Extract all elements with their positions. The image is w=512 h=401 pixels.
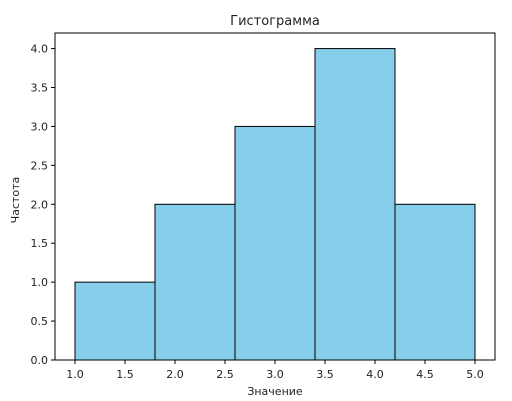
y-tick-label: 3.0 xyxy=(31,120,49,133)
x-axis: 1.0 1.5 2.0 2.5 3.0 3.5 4.0 4.5 5.0 xyxy=(66,360,484,381)
y-tick-label: 0.5 xyxy=(31,315,49,328)
histogram-bar-1 xyxy=(74,281,156,361)
histogram-bar-5 xyxy=(394,203,476,361)
x-tick-label: 4.5 xyxy=(416,368,434,381)
y-tick-label: 0.0 xyxy=(31,354,49,367)
histogram-bar-2 xyxy=(154,203,236,361)
x-tick-label: 5.0 xyxy=(466,368,484,381)
x-axis-label: Значение xyxy=(247,385,303,398)
x-tick-label: 3.5 xyxy=(316,368,334,381)
chart-title: Гистограмма xyxy=(230,14,320,29)
y-tick-label: 2.5 xyxy=(31,159,49,172)
histogram-bar-3 xyxy=(234,125,316,361)
y-tick-label: 1.5 xyxy=(31,237,49,250)
x-tick-label: 1.0 xyxy=(66,368,84,381)
x-tick-label: 3.0 xyxy=(266,368,284,381)
y-axis-label: Частота xyxy=(9,177,22,224)
y-tick-label: 4.0 xyxy=(31,43,49,56)
y-axis: 0.0 0.5 1.0 1.5 2.0 2.5 3.0 3.5 4.0 xyxy=(31,43,55,367)
y-tick-label: 1.0 xyxy=(31,276,49,289)
x-tick-label: 1.5 xyxy=(116,368,134,381)
histogram-bar-4 xyxy=(314,48,396,361)
y-tick-label: 2.0 xyxy=(31,198,49,211)
x-tick-label: 2.5 xyxy=(216,368,234,381)
x-tick-label: 4.0 xyxy=(366,368,384,381)
y-tick-label: 3.5 xyxy=(31,82,49,95)
x-tick-label: 2.0 xyxy=(166,368,184,381)
bars-group xyxy=(74,48,476,361)
